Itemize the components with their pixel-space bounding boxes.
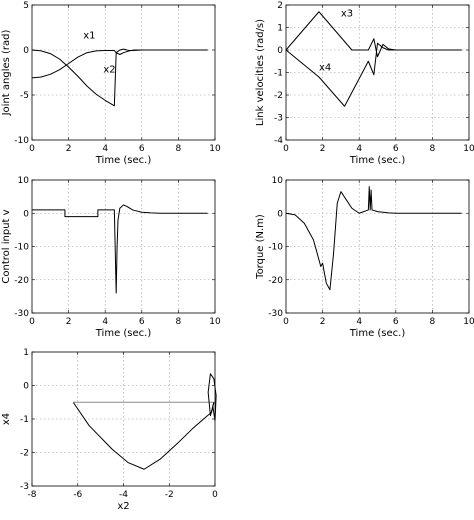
x-tick-label: 10 [209,317,221,327]
x-tick-label: -8 [28,490,37,500]
y-axis-label: x4 [1,413,12,425]
plot-frame [285,179,470,314]
y-tick-label: -3 [274,114,283,124]
y-tick-label: -2 [20,449,29,459]
y-tick-label: 1 [277,24,283,34]
y-tick-label: 5 [23,1,29,11]
x-tick-label: 8 [430,317,436,327]
x-tick-label: 4 [102,144,108,154]
x-tick-label: 10 [463,317,474,327]
chart-phase-plane: -8 -6 -4 -2 0 -3 -2 -1 0 1 x2 x4 [1,348,218,512]
chart-control-input: 0 2 4 6 8 10 -30 -20 -10 0 10 Time (sec.) Control in… [1,176,221,339]
y-tick-label: -1 [20,415,29,425]
y-axis-label: Torque (N.m) [255,214,266,280]
x-tick-label: 4 [356,317,362,327]
y-tick-label: -3 [20,482,29,492]
y-tick-label: 0 [23,209,29,219]
y-axis-label: Control input v [1,209,12,283]
series-torque [285,186,462,291]
x-tick-label: 0 [283,144,289,154]
y-tick-label: -5 [20,91,29,101]
y-tick-label: 2 [277,1,283,11]
series-trajectory [72,401,215,470]
x-tick-label: 2 [66,317,72,327]
y-tick-label: 0 [23,382,29,392]
x-axis-label: Time (sec.) [349,328,406,339]
series-x1 [31,48,208,107]
x-tick-label: 8 [430,144,436,154]
y-tick-label: -2 [274,91,283,101]
y-tick-label: 0 [277,209,283,219]
y-tick-label: -20 [14,276,29,286]
x-tick-label: 10 [209,144,221,154]
y-axis-label: Link velocities (rad/s) [255,19,266,126]
series-x2 [31,49,208,79]
chart-joint-angles: 0 2 4 6 8 10 -10 -5 0 5 Time (sec.) Joint angles (r… [1,1,221,166]
series-x4 [285,42,462,107]
x-tick-label: 4 [356,144,362,154]
x-tick-label: 0 [29,144,35,154]
y-tick-label: 1 [23,348,29,358]
x-tick-label: -2 [165,490,174,500]
x-tick-label: 0 [29,317,35,327]
x-axis-label: Time (sec.) [95,155,152,166]
series-annotation: x1 [83,30,95,41]
y-tick-label: -30 [14,309,29,319]
plot-frame [31,4,216,141]
x-tick-label: -4 [119,490,128,500]
series-annotation: x4 [319,62,331,73]
x-tick-label: 10 [463,144,474,154]
x-tick-label: 2 [320,144,326,154]
plot-frame [31,179,216,314]
x-tick-label: 6 [139,317,145,327]
x-tick-label: 8 [176,144,182,154]
x-tick-label: -6 [73,490,82,500]
chart-torque: 0 2 4 6 8 10 -30 -20 -10 0 10 Time (sec.) Torque (N.… [255,176,474,339]
series-annotation: x2 [103,65,115,76]
y-tick-label: -4 [274,136,283,146]
y-axis-label: Joint angles (rad) [1,30,12,117]
x-tick-label: 4 [102,317,108,327]
x-axis-label: Time (sec.) [349,155,406,166]
x-tick-label: 8 [176,317,182,327]
x-tick-label: 2 [320,317,326,327]
y-tick-label: -10 [14,136,29,146]
y-tick-label: -30 [268,309,283,319]
x-axis-label: x2 [117,501,129,512]
y-tick-label: -1 [274,69,283,79]
y-tick-label: 10 [272,176,284,186]
y-tick-label: 0 [23,46,29,56]
x-axis-label: Time (sec.) [95,328,152,339]
y-tick-label: 0 [277,46,283,56]
x-tick-label: 2 [66,144,72,154]
y-tick-label: -20 [268,276,283,286]
y-tick-label: 10 [18,176,30,186]
x-tick-label: 0 [283,317,289,327]
series-annotation: x3 [341,8,353,19]
y-tick-label: -10 [268,243,283,253]
chart-link-velocities: 0 2 4 6 8 10 -4 -3 -2 -1 0 1 2 Time (sec.) Link veloci… [255,1,474,166]
x-tick-label: 6 [393,144,399,154]
y-tick-label: -10 [14,243,29,253]
x-tick-label: 0 [212,490,218,500]
x-tick-label: 6 [393,317,399,327]
series-v [32,204,208,294]
x-tick-label: 6 [139,144,145,154]
